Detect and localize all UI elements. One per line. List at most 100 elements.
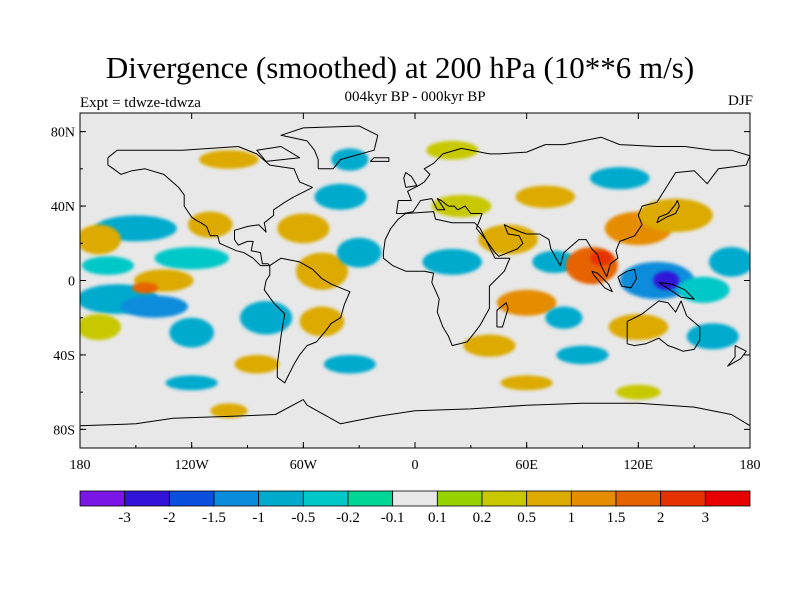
coastlines <box>80 125 750 427</box>
anomaly-blob <box>426 140 479 160</box>
coastline-south-america <box>263 257 351 384</box>
colorbar-swatch <box>436 490 483 507</box>
colorbar-swatch <box>704 490 751 507</box>
anomaly-blob <box>336 237 382 268</box>
colorbar-label: -0.5 <box>291 510 315 526</box>
latitude-axis: 80N 40N 0 40S 80S <box>51 126 750 438</box>
anomaly-blob <box>299 306 345 337</box>
anomaly-blob <box>154 246 229 270</box>
colorbar-label: -0.1 <box>381 510 405 526</box>
anomaly-blob <box>463 334 516 357</box>
lon-tick-label: 120W <box>175 458 210 473</box>
anomaly-blob <box>500 375 553 391</box>
colorbar-swatch <box>481 490 528 507</box>
anomaly-blob <box>169 317 215 348</box>
anomaly-blob <box>532 250 577 274</box>
colorbar-label: 1 <box>568 510 576 526</box>
lat-tick-label: 80S <box>53 423 75 438</box>
colorbar-swatch <box>526 490 572 507</box>
colorbar-label: 0.5 <box>517 510 536 526</box>
anomaly-field <box>80 140 750 419</box>
colorbar-swatch <box>392 490 438 507</box>
colorbar-label: -0.2 <box>336 510 360 526</box>
colorbar-label: -1 <box>252 510 265 526</box>
anomaly-blob <box>677 276 730 303</box>
coastline-australia <box>626 300 701 352</box>
coastline-japan <box>656 200 680 224</box>
coastline-new-guinea <box>658 281 695 300</box>
lon-tick-label: 120E <box>624 458 654 473</box>
anomaly-blob <box>234 354 280 374</box>
anomaly-blob <box>589 250 613 266</box>
colorbar-swatch <box>168 490 215 507</box>
anomaly-blob <box>616 384 661 400</box>
anomaly-blob <box>295 252 349 290</box>
longitude-axis: 180 120W 60W 0 60E 120E 180 <box>70 113 761 473</box>
colorbar-swatch <box>570 490 617 507</box>
anomaly-blob <box>515 185 576 208</box>
page-title: Divergence (smoothed) at 200 hPa (10**6 … <box>105 50 695 85</box>
coastline-greenland <box>280 125 379 170</box>
lon-tick-label: 180 <box>70 458 91 473</box>
coastline-antarctica <box>80 399 750 427</box>
colorbar-swatch <box>660 490 706 507</box>
colorbar-swatch <box>213 490 260 507</box>
coastline-iceland <box>369 157 390 162</box>
coastline-sumatra <box>591 270 613 293</box>
anomaly-blob <box>686 323 739 350</box>
colorbar-swatch <box>258 490 304 507</box>
anomaly-blob <box>187 211 233 238</box>
colorbar-swatch <box>347 490 394 507</box>
colorbar-label: 0.1 <box>428 510 447 526</box>
colorbar-swatch <box>79 490 126 507</box>
colorbar-swatch <box>615 490 662 507</box>
anomaly-blob <box>709 247 750 277</box>
anomaly-blob <box>165 375 218 391</box>
anomaly-blob <box>210 403 248 419</box>
anomaly-blob <box>422 248 482 275</box>
coastline-borneo <box>617 268 637 289</box>
lat-tick-label: 40S <box>53 349 75 364</box>
anomaly-blob <box>608 314 669 341</box>
anomaly-blob <box>545 306 583 329</box>
anomaly-blob <box>331 148 369 171</box>
anomaly-blob <box>556 345 609 365</box>
subtitle: 004kyr BP - 000kyr BP <box>344 89 486 105</box>
anomaly-blob <box>240 300 293 335</box>
anomaly-blob <box>314 183 367 210</box>
anomaly-blob <box>496 289 557 316</box>
lat-tick-label: 0 <box>68 275 75 290</box>
anomaly-blob <box>638 198 713 233</box>
coastline-madagascar <box>496 302 509 328</box>
anomaly-blob <box>199 150 259 169</box>
colorbar-label: 1.5 <box>607 510 626 526</box>
lon-tick-label: 60E <box>515 458 538 473</box>
coastline-britain <box>403 172 418 188</box>
colorbar-label: -1.5 <box>202 510 226 526</box>
lon-tick-label: 0 <box>412 458 419 473</box>
anomaly-blob <box>80 314 121 341</box>
coastline-eurasia <box>395 136 750 278</box>
colorbar-label: 0.2 <box>473 510 492 526</box>
experiment-label: Expt = tdwze-tdwza <box>80 95 201 111</box>
colorbar-label: 3 <box>702 510 710 526</box>
lon-tick-label: 60W <box>290 458 318 473</box>
season-label: DJF <box>727 93 753 109</box>
anomaly-blob <box>132 282 159 294</box>
coastline-baffin <box>256 146 301 162</box>
anomaly-blob <box>120 295 188 318</box>
anomaly-blob <box>589 166 650 190</box>
anomaly-blob <box>431 194 492 218</box>
coastline-new-zealand <box>727 345 747 367</box>
colorbar-swatch <box>124 490 170 507</box>
colorbar-label: -2 <box>163 510 176 526</box>
anomaly-blob <box>478 224 538 255</box>
lat-tick-label: 80N <box>51 126 75 141</box>
lat-tick-label: 40N <box>51 200 75 215</box>
colorbar: -3 -2 -1.5 -1 -0.5 -0.2 -0.1 0.1 0.2 0.5 1 1.5 2 3 <box>79 490 751 526</box>
colorbar-label: -3 <box>118 510 131 526</box>
anomaly-blob <box>81 256 134 275</box>
coastline-africa <box>382 211 511 347</box>
colorbar-label: 2 <box>657 510 665 526</box>
